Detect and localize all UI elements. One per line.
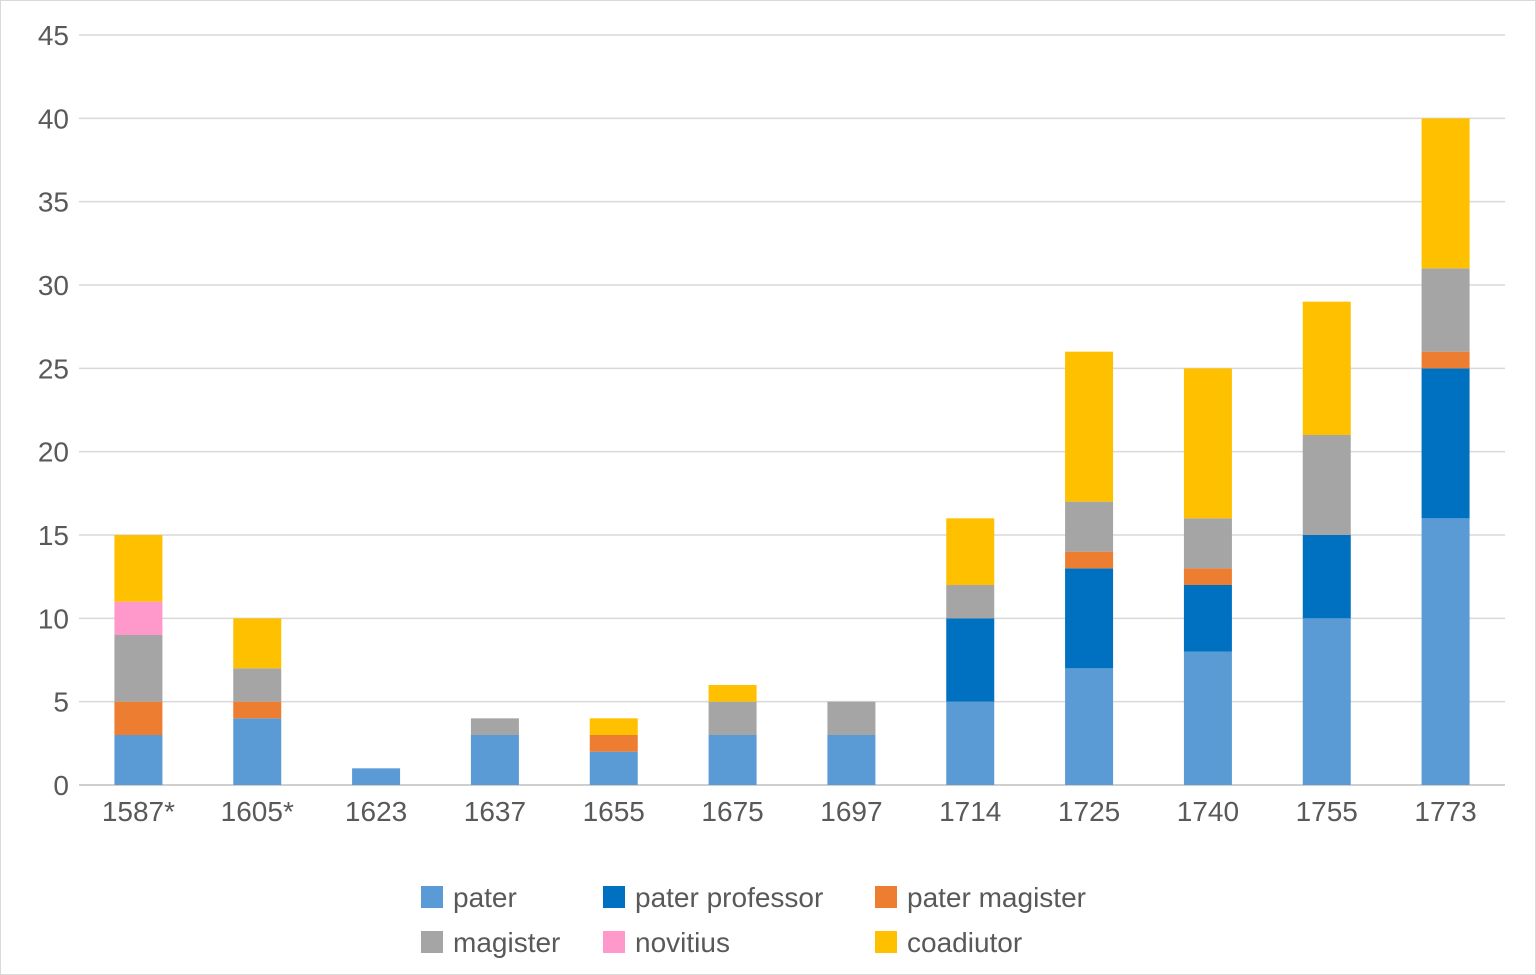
bar-segment-magister-1 [233,668,282,702]
legend-label-coadiutor: coadiutor [907,927,1022,958]
bar-segment-pater-4 [589,751,638,785]
gridlines [79,34,1505,786]
x-tick-label: 1675 [701,796,763,827]
bars [114,118,1470,785]
bar-segment-magister-11 [1421,268,1470,352]
bar-segment-pater-10 [1302,618,1351,785]
bar-segment-magister-6 [827,701,876,735]
x-tick-label: 1637 [464,796,526,827]
y-tick-label: 25 [38,353,69,384]
legend-swatch-coadiutor [875,931,897,953]
bar-segment-coadiutor-0 [114,535,163,602]
bar-segment-magister-7 [946,585,995,619]
legend-swatch-novitius [603,931,625,953]
bar-segment-pater-3 [470,735,519,785]
bar-segment-magister-8 [1065,501,1114,552]
bar-segment-pater-8 [1065,668,1114,785]
bar-segment-pater-professor-10 [1302,535,1351,619]
bar-segment-pater-1 [233,718,282,785]
bar-segment-coadiutor-1 [233,618,282,669]
y-tick-label: 15 [38,520,69,551]
legend-swatch-pater-magister [875,886,897,908]
legend-label-novitius: novitius [635,927,730,958]
bar-segment-pater-professor-8 [1065,568,1114,669]
bar-segment-pater-magister-9 [1183,568,1232,585]
bar-segment-pater-professor-11 [1421,368,1470,519]
legend-swatch-pater [421,886,443,908]
bar-segment-coadiutor-10 [1302,301,1351,435]
bar-segment-magister-9 [1183,518,1232,569]
bar-segment-pater-magister-4 [589,735,638,752]
y-tick-label: 10 [38,603,69,634]
bar-segment-pater-0 [114,735,163,785]
bar-segment-pater-9 [1183,651,1232,785]
bar-segment-pater-2 [352,768,401,785]
y-tick-label: 30 [38,270,69,301]
x-tick-label: 1773 [1414,796,1476,827]
bar-segment-magister-3 [470,718,519,735]
bar-segment-pater-5 [708,735,757,785]
legend-swatch-pater-professor [603,886,625,908]
y-tick-label: 40 [38,103,69,134]
bar-segment-coadiutor-8 [1065,351,1114,502]
bar-segment-magister-0 [114,635,163,702]
x-tick-label: 1697 [820,796,882,827]
x-tick-label: 1587* [102,796,175,827]
bar-segment-magister-10 [1302,435,1351,535]
bar-segment-coadiutor-4 [589,718,638,735]
x-tick-label: 1714 [939,796,1001,827]
bar-segment-coadiutor-7 [946,518,995,585]
x-tick-label: 1605* [221,796,294,827]
bar-segment-pater-magister-1 [233,701,282,719]
bar-segment-pater-11 [1421,518,1470,785]
bar-segment-pater-magister-8 [1065,551,1114,569]
bar-segment-pater-7 [946,701,995,785]
x-axis: 1587* 1605* 1623 1637 1655 1675 1697 1714 1725 17… [102,796,1477,827]
bar-segment-novitius-0 [114,601,163,635]
x-tick-label: 1740 [1177,796,1239,827]
y-axis: 0 5 10 15 20 25 30 35 40 45 [38,20,69,801]
x-tick-label: 1623 [345,796,407,827]
legend-label-pater-professor: pater professor [635,882,823,913]
bar-segment-pater-6 [827,735,876,785]
bar-segment-pater-professor-9 [1183,585,1232,652]
x-tick-label: 1755 [1296,796,1358,827]
x-tick-label: 1725 [1058,796,1120,827]
legend-label-pater-magister: pater magister [907,882,1086,913]
y-tick-label: 5 [53,687,69,718]
bar-segment-coadiutor-5 [708,685,757,702]
legend-swatch-magister [421,931,443,953]
legend-label-magister: magister [453,927,560,958]
bar-segment-pater-professor-7 [946,618,995,702]
bar-segment-coadiutor-9 [1183,368,1232,519]
bar-segment-pater-magister-11 [1421,351,1470,369]
y-tick-label: 0 [53,770,69,801]
x-tick-label: 1655 [583,796,645,827]
y-tick-label: 45 [38,20,69,51]
legend: pater pater professor pater magister magist… [421,882,1086,958]
bar-segment-magister-5 [708,701,757,735]
y-tick-label: 20 [38,437,69,468]
y-tick-label: 35 [38,187,69,218]
bar-segment-pater-magister-0 [114,701,163,735]
bar-segment-coadiutor-11 [1421,118,1470,269]
legend-label-pater: pater [453,882,517,913]
